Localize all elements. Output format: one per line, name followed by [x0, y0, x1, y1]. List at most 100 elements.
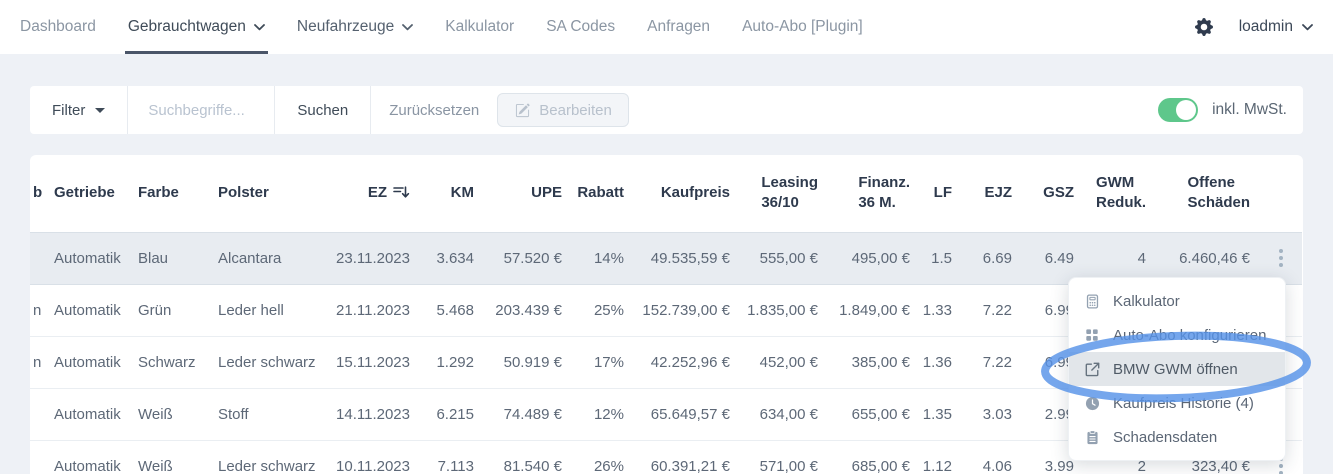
- table-cell: 4.06: [962, 439, 1022, 474]
- grid-icon: [1084, 327, 1100, 343]
- edit-button-disabled[interactable]: Bearbeiten: [497, 93, 629, 127]
- table-cell: 203.439 €: [484, 283, 572, 336]
- nav-item-gebrauchtwagen[interactable]: Gebrauchtwagen: [124, 0, 268, 54]
- table-cell: Weiß: [130, 387, 210, 440]
- menu-item-kalkulator[interactable]: Kalkulator: [1069, 284, 1285, 318]
- nav-item-sa-codes[interactable]: SA Codes: [546, 0, 615, 54]
- search-button[interactable]: Suchen: [275, 86, 372, 134]
- table-cell: 6.215: [420, 387, 484, 440]
- table-cell: 42.252,96 €: [634, 335, 740, 388]
- table-cell: 3.634: [420, 231, 484, 285]
- table-cell: 49.535,59 €: [634, 231, 740, 285]
- table-cell: 74.489 €: [484, 387, 572, 440]
- table-cell: [30, 387, 46, 440]
- table-cell: Automatik: [46, 231, 130, 285]
- edit-button-label: Bearbeiten: [539, 101, 612, 119]
- search-field-wrap: [128, 86, 276, 134]
- col-header-km[interactable]: KM: [450, 184, 474, 202]
- toggle-knob: [1176, 100, 1197, 120]
- table-cell: 685,00 €: [828, 439, 920, 474]
- table-cell: 452,00 €: [740, 335, 828, 388]
- table-cell: n: [30, 335, 46, 388]
- col-header-upe[interactable]: UPE: [531, 184, 562, 202]
- col-header-polster[interactable]: Polster: [218, 184, 269, 202]
- nav-item-anfragen[interactable]: Anfragen: [647, 0, 710, 54]
- sort-descending-icon[interactable]: [393, 185, 410, 199]
- user-menu-loadmin[interactable]: loadmin: [1239, 18, 1313, 36]
- nav-right: loadmin: [1194, 18, 1313, 36]
- col-header-leasing[interactable]: Leasing 36/10: [761, 174, 818, 212]
- col-header-farbe[interactable]: Farbe: [138, 184, 179, 202]
- calculator-icon: [1084, 293, 1100, 309]
- table-cell: 1.5: [920, 231, 962, 285]
- table-cell: [30, 231, 46, 285]
- col-header-offene-schaeden[interactable]: Offene Schäden: [1187, 174, 1250, 212]
- table-cell: 1.36: [920, 335, 962, 388]
- table-cell: 152.739,00 €: [634, 283, 740, 336]
- col-header-actions: [1260, 155, 1302, 232]
- nav-item-kalkulator[interactable]: Kalkulator: [445, 0, 514, 54]
- nav-label: Neufahrzeuge: [296, 18, 395, 35]
- vat-toggle-label: inkl. MwSt.: [1212, 101, 1287, 118]
- table-cell: Leder schwarz: [210, 335, 328, 388]
- table-cell: 634,00 €: [740, 387, 828, 440]
- vat-toggle-switch[interactable]: [1158, 98, 1199, 122]
- menu-item-label: Schadensdaten: [1113, 428, 1218, 446]
- table-cell: 6.69: [962, 231, 1022, 285]
- pencil-square-icon: [514, 102, 530, 118]
- col-header-kaufpreis[interactable]: Kaufpreis: [660, 184, 730, 202]
- search-input[interactable]: [132, 86, 271, 134]
- col-header-lf[interactable]: LF: [933, 184, 952, 202]
- menu-item-bmw-gwm-oeffnen[interactable]: BMW GWM öffnen: [1069, 352, 1285, 386]
- chevron-down-icon: [402, 23, 414, 30]
- table-cell: 6.49: [1022, 231, 1084, 285]
- table-cell: 25%: [572, 283, 634, 336]
- table-cell: Automatik: [46, 439, 130, 474]
- table-cell: 10.11.2023: [328, 439, 420, 474]
- table-cell: 65.649,57 €: [634, 387, 740, 440]
- settings-gear-icon[interactable]: [1194, 18, 1213, 36]
- menu-item-kaufpreis-historie[interactable]: Kaufpreis Historie (4): [1069, 386, 1285, 420]
- table-cell: 1.33: [920, 283, 962, 336]
- table-cell: Automatik: [46, 335, 130, 388]
- table-cell: 4: [1084, 231, 1156, 285]
- menu-item-label: BMW GWM öffnen: [1113, 360, 1238, 378]
- table-cell: 50.919 €: [484, 335, 572, 388]
- col-header-ejz[interactable]: EJZ: [984, 184, 1012, 202]
- menu-item-schadensdaten[interactable]: Schadensdaten: [1069, 420, 1285, 454]
- table-cell: 1.835,00 €: [740, 283, 828, 336]
- table-cell: 12%: [572, 387, 634, 440]
- col-header-rabatt[interactable]: Rabatt: [577, 184, 624, 202]
- table-cell: Leder hell: [210, 283, 328, 336]
- table-cell: [30, 439, 46, 474]
- chevron-down-icon: [253, 23, 265, 30]
- table-cell: 21.11.2023: [328, 283, 420, 336]
- table-header-row: b Getriebe Farbe Polster EZ KM UPE Rabat…: [30, 155, 1302, 232]
- nav-label: SA Codes: [546, 18, 616, 35]
- table-cell-actions: [1260, 231, 1302, 285]
- chevron-down-icon: [1302, 23, 1313, 30]
- nav-item-auto-abo-plugin[interactable]: Auto-Abo [Plugin]: [742, 0, 863, 54]
- col-header-gsz[interactable]: GSZ: [1043, 184, 1074, 202]
- reset-button[interactable]: Zurücksetzen: [389, 101, 480, 119]
- nav-item-neufahrzeuge[interactable]: Neufahrzeuge: [296, 0, 414, 54]
- col-header-getriebe[interactable]: Getriebe: [54, 184, 115, 202]
- table-cell: 495,00 €: [828, 231, 920, 285]
- table-row[interactable]: Automatik Blau Alcantara 23.11.2023 3.63…: [30, 231, 1302, 285]
- table-cell: Blau: [130, 231, 210, 285]
- table-cell: 1.35: [920, 387, 962, 440]
- nav-label: Kalkulator: [445, 18, 515, 35]
- col-header-clipped[interactable]: b: [33, 184, 43, 202]
- col-header-gwm-reduk[interactable]: GWM Reduk.: [1095, 174, 1146, 212]
- row-actions-kebab-button[interactable]: [1260, 245, 1302, 271]
- menu-item-auto-abo-konfigurieren[interactable]: Auto-Abo konfigurieren: [1069, 318, 1285, 352]
- table-cell: 571,00 €: [740, 439, 828, 474]
- table-cell: 5.468: [420, 283, 484, 336]
- user-name: loadmin: [1238, 18, 1293, 35]
- caret-down-icon: [95, 107, 106, 113]
- col-header-finanz[interactable]: Finanz. 36 M.: [858, 174, 910, 212]
- col-header-ez[interactable]: EZ: [328, 155, 420, 232]
- table-cell: 23.11.2023: [328, 231, 420, 285]
- nav-item-dashboard[interactable]: Dashboard: [20, 0, 96, 54]
- filter-dropdown-button[interactable]: Filter: [30, 86, 129, 134]
